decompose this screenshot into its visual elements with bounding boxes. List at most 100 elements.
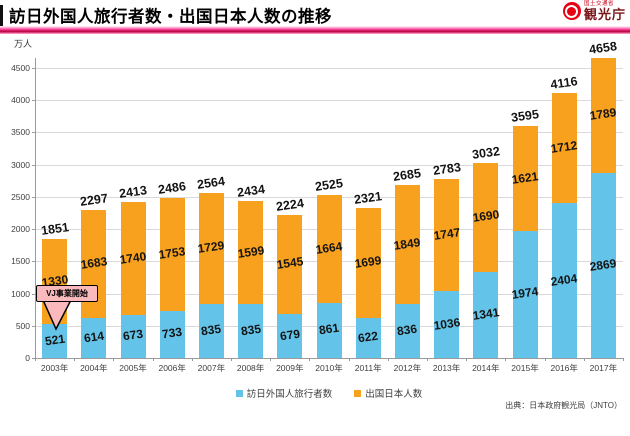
callout-pointer bbox=[42, 300, 72, 331]
y-axis-tick bbox=[32, 68, 35, 69]
legend-item-visitors: 訪日外国人旅行者数 bbox=[235, 386, 332, 400]
x-axis-label: 2007年 bbox=[197, 363, 226, 373]
x-axis-tick bbox=[74, 358, 76, 361]
bar-total-label: 4116 bbox=[549, 73, 579, 92]
bar-value-label: 1712 bbox=[549, 138, 579, 156]
sun-circle-icon bbox=[562, 2, 581, 21]
bar-value-label: 2869 bbox=[589, 255, 618, 274]
bar-total-label: 3032 bbox=[471, 143, 501, 162]
bar-segment-visitors bbox=[512, 230, 538, 358]
bar-value-label: 1036 bbox=[432, 314, 461, 333]
bar-value-label: 1664 bbox=[314, 239, 344, 257]
gridline bbox=[35, 100, 623, 102]
bar-segment-departures bbox=[316, 195, 342, 303]
japan-tourism-agency-logo: 国土交通省 観光庁 bbox=[562, 1, 626, 21]
y-axis-tick bbox=[32, 100, 35, 102]
bar-segment-departures bbox=[277, 214, 303, 315]
y-axis-tick bbox=[32, 293, 35, 295]
bar-segment-visitors bbox=[394, 304, 420, 358]
legend-item-departures: 出国日本人数 bbox=[354, 386, 422, 400]
x-axis-label: 2012年 bbox=[393, 363, 422, 373]
x-axis-line bbox=[35, 358, 623, 359]
bar-segment-visitors bbox=[81, 318, 107, 358]
bar-value-label: 1341 bbox=[471, 304, 500, 323]
gridline bbox=[35, 68, 623, 69]
y-axis-line bbox=[35, 58, 36, 358]
bar-value-label: 1621 bbox=[510, 168, 540, 187]
bar-segment-visitors bbox=[277, 314, 303, 358]
x-axis-tick bbox=[505, 358, 507, 361]
bar-segment-visitors bbox=[238, 304, 264, 358]
bar-segment-departures bbox=[159, 197, 185, 311]
y-axis-tick bbox=[32, 164, 35, 166]
departures-swatch-icon bbox=[354, 389, 362, 397]
x-axis-label: 2015年 bbox=[511, 363, 539, 373]
bar-segment-visitors bbox=[551, 203, 577, 358]
x-axis-tick bbox=[427, 358, 428, 361]
x-axis-label: 2014年 bbox=[472, 363, 500, 373]
x-axis-label: 2013年 bbox=[432, 363, 461, 373]
x-axis-label: 2010年 bbox=[315, 363, 343, 373]
y-axis-label: 4000 bbox=[11, 95, 30, 106]
x-axis-tick bbox=[387, 358, 389, 361]
x-axis-tick bbox=[270, 358, 272, 361]
gridline bbox=[35, 164, 623, 166]
bar-segment-departures bbox=[473, 162, 499, 272]
y-axis-tick bbox=[32, 196, 35, 198]
bar-segment-departures bbox=[512, 126, 538, 231]
y-axis-tick bbox=[32, 229, 35, 231]
bar-segment-visitors bbox=[316, 302, 342, 358]
bar-segment-visitors bbox=[590, 173, 616, 358]
bar-total-label: 2525 bbox=[314, 176, 344, 195]
bar-total-label: 4658 bbox=[588, 38, 619, 57]
title-accent-bar bbox=[0, 5, 3, 26]
title-underline-band bbox=[0, 26, 630, 34]
y-axis-label: 0 bbox=[25, 353, 30, 363]
x-axis-tick bbox=[113, 358, 115, 361]
y-axis-label: 2000 bbox=[11, 224, 30, 235]
y-axis-tick bbox=[32, 325, 35, 327]
bar-segment-visitors bbox=[42, 324, 68, 358]
bar-total-label: 3595 bbox=[510, 107, 540, 126]
bar-segment-departures bbox=[590, 57, 616, 174]
bar-segment-visitors bbox=[198, 304, 224, 358]
x-axis-tick bbox=[152, 358, 154, 361]
bar-value-label: 2404 bbox=[549, 270, 579, 289]
y-axis-label: 1500 bbox=[11, 256, 30, 267]
bar-value-label: 1849 bbox=[393, 234, 422, 253]
y-axis-label: 4500 bbox=[11, 63, 30, 73]
y-axis-label: 500 bbox=[15, 320, 30, 331]
bar-segment-visitors bbox=[120, 314, 146, 358]
bar-segment-departures bbox=[120, 202, 146, 315]
x-axis-tick bbox=[348, 358, 350, 361]
x-axis-label: 2016年 bbox=[550, 363, 578, 373]
page-title: 訪日外国人旅行者数・出国日本人数の推移 bbox=[9, 8, 332, 26]
visitors-swatch-icon bbox=[235, 389, 243, 397]
bar-value-label: 1747 bbox=[432, 225, 461, 243]
y-axis-tick bbox=[32, 132, 35, 134]
bar-segment-visitors bbox=[355, 317, 381, 358]
bar-value-label: 1690 bbox=[471, 207, 500, 225]
y-axis-tick bbox=[32, 358, 35, 359]
y-axis-tick bbox=[32, 261, 35, 263]
bar-total-label: 2321 bbox=[353, 189, 383, 208]
bar-segment-departures bbox=[238, 201, 264, 305]
x-axis-tick bbox=[191, 358, 193, 361]
bar-segment-departures bbox=[394, 184, 420, 305]
bar-segment-departures bbox=[434, 178, 460, 292]
y-axis-label: 3500 bbox=[11, 127, 30, 138]
ministry-name: 国土交通省 bbox=[583, 1, 614, 7]
x-axis-tick bbox=[309, 358, 311, 361]
bar-segment-visitors bbox=[159, 310, 185, 358]
x-axis-tick bbox=[623, 358, 624, 361]
x-axis-tick bbox=[544, 358, 546, 361]
y-axis-label: 2500 bbox=[11, 191, 30, 202]
chart-legend: 訪日外国人旅行者数 出国日本人数 bbox=[35, 386, 623, 400]
bar-segment-departures bbox=[551, 92, 577, 204]
source-attribution: 出典：日本政府観光局（JNTO） bbox=[505, 401, 622, 410]
x-axis-tick bbox=[231, 358, 232, 361]
x-axis-label: 2004年 bbox=[80, 363, 108, 373]
y-axis-unit-label: 万人 bbox=[14, 39, 33, 49]
x-axis-label: 2009年 bbox=[276, 363, 304, 373]
